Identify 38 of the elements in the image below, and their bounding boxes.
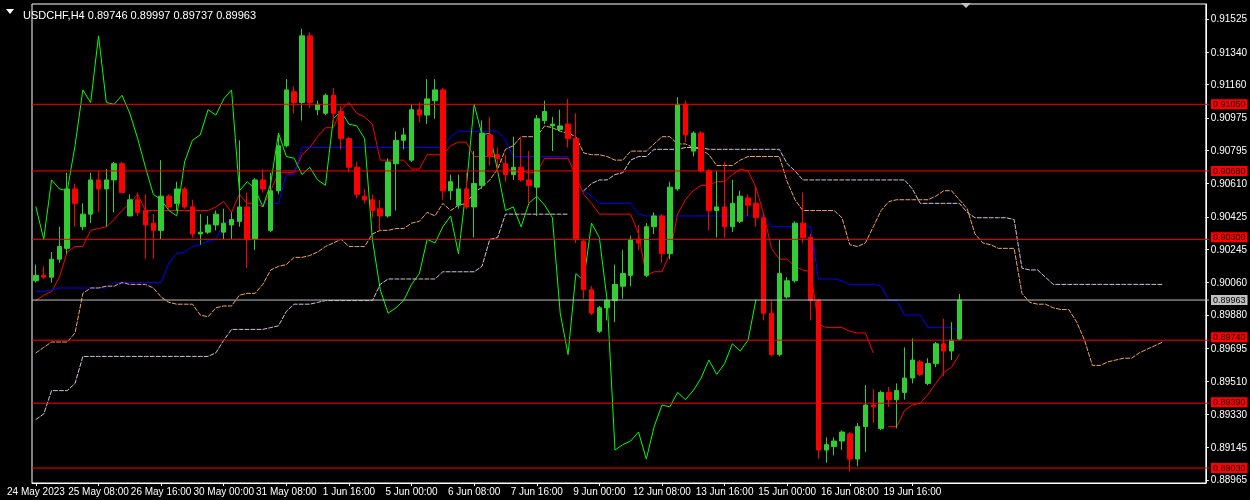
y-tick-label: 0.91525: [1210, 13, 1248, 25]
x-tick-label: 25 May 08:00: [68, 485, 130, 497]
ref-line-label: 0.91050: [1213, 99, 1246, 110]
x-tick-label: 31 May 08:00: [256, 485, 318, 497]
y-tick-label: 0.88965: [1210, 474, 1248, 486]
x-tick-label: 13 Jun 16:00: [695, 485, 754, 497]
y-tick-label: 0.89510: [1210, 376, 1248, 388]
ref-line-label: 0.89030: [1213, 463, 1246, 474]
x-tick-label: 7 Jun 16:00: [510, 485, 564, 497]
x-tick-label: 5 Jun 00:00: [385, 485, 439, 497]
x-tick-label: 26 May 16:00: [130, 485, 192, 497]
y-tick-label: 0.90245: [1210, 243, 1248, 255]
y-tick-label: 0.91340: [1210, 46, 1248, 58]
x-tick-label: 30 May 00:00: [193, 485, 255, 497]
x-tick-label: 15 Jun 00:00: [758, 485, 817, 497]
y-tick-label: 0.89145: [1210, 441, 1248, 453]
y-tick-label: 0.89695: [1210, 342, 1248, 354]
x-tick-label: 1 Jun 16:00: [322, 485, 376, 497]
y-tick-label: 0.90610: [1210, 178, 1248, 190]
y-tick-label: 0.90425: [1210, 211, 1248, 223]
y-tick-label: 0.90975: [1210, 112, 1248, 124]
y-tick-label: 0.91160: [1210, 78, 1247, 90]
y-tick-label: 0.89880: [1210, 309, 1248, 321]
ref-line-label: 0.89390: [1213, 397, 1246, 408]
x-tick-label: 16 Jun 08:00: [820, 485, 880, 497]
ref-line-label: 0.89963: [1213, 295, 1246, 306]
x-tick-label: 6 Jun 08:00: [448, 485, 501, 497]
x-tick-label: 19 Jun 16:00: [883, 485, 942, 497]
y-tick-label: 0.90060: [1210, 277, 1248, 289]
chart-title: USDCHF,H4 0.89746 0.89997 0.89737 0.89963: [23, 8, 257, 21]
y-tick-label: 0.89330: [1210, 408, 1248, 420]
ref-line-label: 0.90300: [1213, 232, 1246, 243]
x-tick-label: 9 Jun 00:00: [573, 485, 626, 497]
ref-line-label: 0.90680: [1213, 165, 1246, 176]
x-tick-label: 12 Jun 08:00: [633, 485, 692, 497]
y-tick-label: 0.90795: [1210, 144, 1248, 156]
ref-line-label: 0.89740: [1213, 332, 1246, 343]
x-tick-label: 24 May 2023: [7, 485, 66, 497]
